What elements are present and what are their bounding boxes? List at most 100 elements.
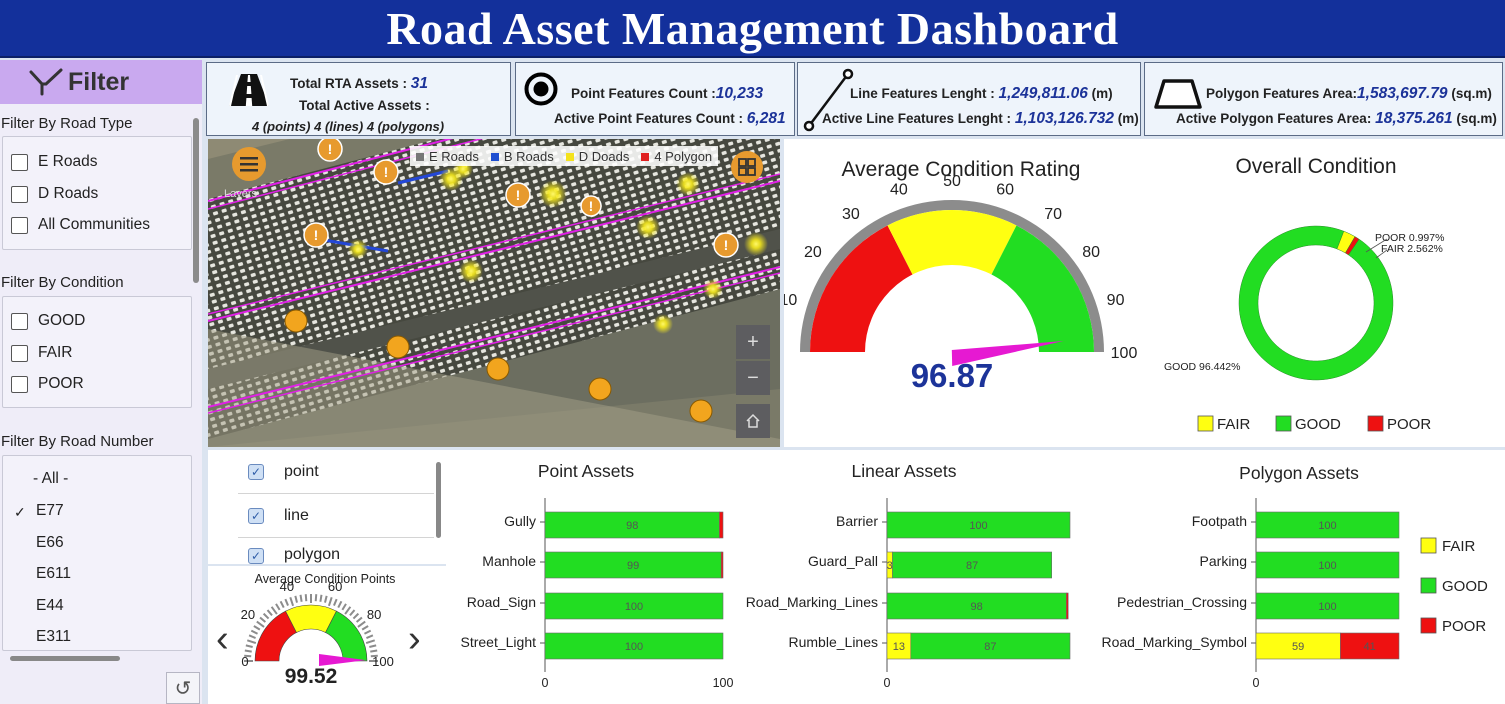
svg-text:!: !: [384, 164, 389, 180]
legend-label: E Roads: [429, 148, 479, 164]
data-label: 100: [1318, 520, 1336, 532]
checkbox[interactable]: [11, 375, 28, 393]
satellite-map[interactable]: !!!!!! Layers: [208, 139, 780, 447]
category-label: Road_Marking_Symbol: [1101, 634, 1247, 650]
point-target-icon: [524, 72, 558, 106]
layer-item-line[interactable]: ✓ line: [238, 494, 434, 538]
condition-option-fair[interactable]: FAIR: [11, 344, 72, 362]
gauge-tick: [366, 634, 374, 639]
checkbox[interactable]: [11, 312, 28, 330]
previous-chevron-icon[interactable]: ‹: [216, 618, 229, 660]
category-label: Footpath: [1192, 513, 1247, 529]
map-list-button[interactable]: [232, 147, 266, 181]
reset-button[interactable]: ↺: [166, 672, 200, 704]
checkbox-checked[interactable]: ✓: [248, 548, 264, 564]
gauge-tick: [341, 603, 347, 611]
layer-item-polygon[interactable]: ✓ polygon: [238, 538, 434, 564]
legend-label: B Roads: [503, 148, 554, 164]
road-type-title: Filter By Road Type: [1, 115, 133, 132]
zoom-out-button[interactable]: −: [736, 361, 770, 395]
checkbox[interactable]: [11, 153, 28, 171]
list-item[interactable]: E311: [36, 628, 72, 645]
kpi-polygon-features: Polygon Features Area:1,583,697.79 (sq.m…: [1144, 62, 1503, 136]
kpi-label: Total Active Assets :: [299, 98, 430, 113]
layer-item-point[interactable]: ✓ point: [238, 450, 434, 494]
home-button[interactable]: [736, 404, 770, 438]
bar-segment: [720, 551, 724, 579]
checkbox[interactable]: [11, 216, 28, 234]
road-type-option-e-roads[interactable]: E Roads: [11, 153, 97, 171]
legend-swatch: [1420, 577, 1437, 594]
list-item[interactable]: E66: [36, 534, 64, 551]
layer-list-scrollbar[interactable]: [436, 462, 441, 538]
data-label: 100: [969, 520, 987, 532]
data-label: 59: [1292, 641, 1304, 653]
gauge-needle: [951, 341, 1064, 366]
gauge-tick-label: 90: [1107, 292, 1125, 309]
checkbox[interactable]: [11, 344, 28, 362]
checkbox-checked[interactable]: ✓: [248, 463, 264, 480]
polygon-trapezoid-icon: [1154, 79, 1202, 109]
kpi-value: 18,375.261: [1375, 110, 1453, 127]
kpi-value: 31: [410, 75, 429, 92]
gauge-tick: [344, 606, 352, 615]
map-view[interactable]: !!!!!! Layers + −: [208, 139, 780, 447]
chart-title: Linear Assets: [851, 461, 956, 481]
legend-label: 4 Polygon: [654, 148, 713, 164]
legend-swatch: [1197, 415, 1214, 432]
gauge-tick: [370, 649, 378, 653]
asset-bar-charts-svg: Point Assets Linear Assets Polygon Asset…: [461, 461, 1489, 690]
list-item[interactable]: E44: [36, 597, 64, 614]
gauge-tick: [266, 609, 273, 617]
check-icon: ✓: [14, 504, 26, 520]
gauge-tick-label: 50: [943, 173, 961, 190]
average-condition-points-panel: Average Condition Points 0 20 40 60 80 100 99…: [208, 566, 446, 704]
list-item[interactable]: E77: [36, 502, 64, 519]
zoom-in-button[interactable]: +: [736, 325, 770, 359]
road-number-list: - All - ✓ E77 E66 E611 E44 E311: [2, 455, 192, 651]
svg-text:!: !: [328, 141, 333, 157]
list-horizontal-scrollbar[interactable]: [10, 656, 120, 661]
next-chevron-icon[interactable]: ›: [408, 618, 421, 660]
basemap-gallery-button[interactable]: [731, 151, 763, 183]
category-label: Manhole: [482, 553, 536, 569]
category-label: Parking: [1200, 553, 1247, 569]
sidebar-scrollbar[interactable]: [193, 118, 199, 283]
gauge-tick-label: 80: [367, 607, 381, 622]
list-item[interactable]: - All -: [33, 470, 69, 487]
checkbox-checked[interactable]: ✓: [248, 507, 264, 524]
list-item[interactable]: E611: [36, 565, 72, 582]
chart-title: Polygon Assets: [1239, 463, 1359, 483]
category-label: Pedestrian_Crossing: [1117, 594, 1247, 610]
bar-segment: [1340, 632, 1400, 660]
option-label: D Roads: [38, 185, 99, 202]
gauge-tick-label: 100: [372, 654, 394, 669]
gauge-tick: [289, 596, 295, 607]
bar-segment: [1066, 592, 1069, 620]
kpi-unit: (sq.m): [1456, 111, 1497, 126]
condition-option-good[interactable]: GOOD: [11, 312, 85, 330]
condition-option-poor[interactable]: POOR: [11, 375, 84, 393]
gauge-tick-label: 60: [328, 579, 342, 594]
gauge-tick: [324, 595, 328, 603]
legend-swatch: [1420, 537, 1437, 554]
gauge-tick: [365, 639, 376, 645]
road-type-option-all[interactable]: All Communities: [11, 216, 150, 234]
road-type-option-d-roads[interactable]: D Roads: [11, 185, 98, 203]
map-legend: E Roads B Roads D Doads 4 Polygon: [410, 146, 719, 166]
kpi-value: 1,103,126.732: [1014, 110, 1114, 127]
gauge-tick: [364, 629, 372, 635]
bar-segment: [886, 511, 1071, 539]
data-label: 100: [625, 641, 643, 653]
chart-title: Point Assets: [538, 461, 635, 481]
checkbox[interactable]: [11, 185, 28, 203]
layer-label: line: [284, 506, 309, 524]
kpi-sub-label: 4 (points) 4 (lines) 4 (polygons): [252, 119, 445, 134]
kpi-total-assets: Total RTA Assets : 31 Total Active Asset…: [206, 62, 511, 136]
layer-label: point: [284, 462, 319, 480]
layer-label: polygon: [284, 546, 341, 563]
gauge-tick: [244, 654, 252, 658]
gauge-tick: [370, 654, 378, 658]
category-label: Barrier: [836, 513, 878, 529]
gauge-tick: [284, 598, 289, 606]
